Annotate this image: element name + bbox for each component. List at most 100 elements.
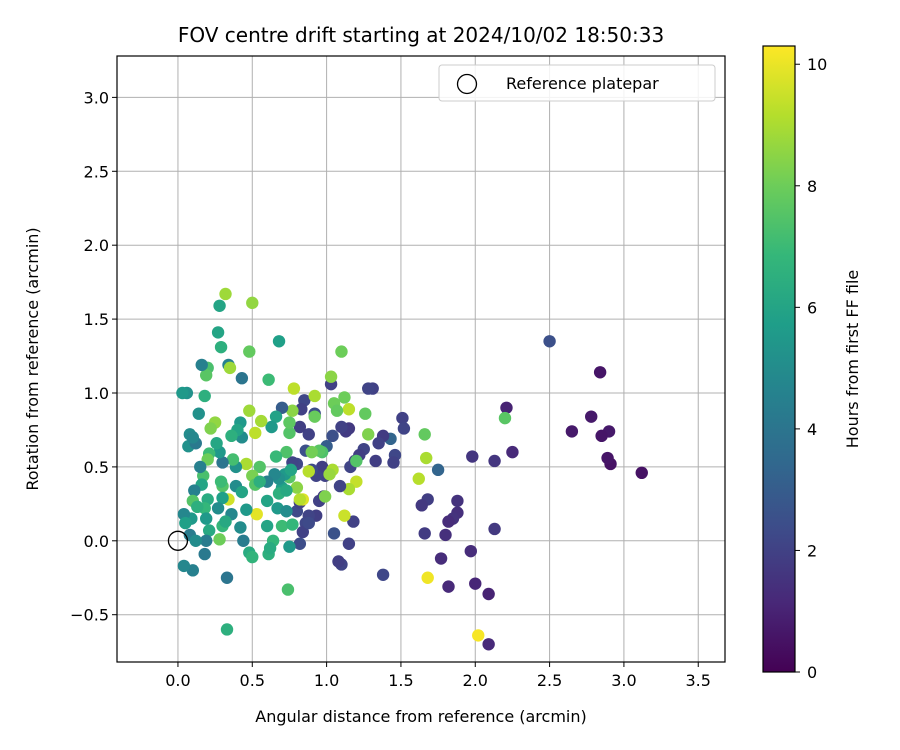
data-point <box>293 537 307 550</box>
data-point <box>397 422 411 435</box>
data-point <box>565 425 579 438</box>
data-point <box>482 587 495 601</box>
data-point <box>220 571 234 584</box>
data-point <box>179 516 192 530</box>
data-point <box>326 429 339 443</box>
data-point <box>275 401 289 414</box>
data-point <box>176 386 189 400</box>
data-point <box>235 372 249 385</box>
data-point <box>189 534 202 547</box>
data-point <box>359 407 372 420</box>
data-point <box>280 505 293 518</box>
y-tick-label: 3.0 <box>84 88 109 107</box>
data-point <box>350 454 363 468</box>
data-point <box>506 445 519 459</box>
data-point <box>243 404 256 417</box>
data-point <box>362 428 375 441</box>
legend-marker <box>456 73 478 95</box>
data-point <box>323 468 336 481</box>
plot-frame <box>116 55 726 663</box>
data-point <box>543 335 556 348</box>
data-point <box>302 428 315 441</box>
reference-marker <box>167 530 189 551</box>
data-point <box>211 326 225 339</box>
data-point <box>415 499 428 512</box>
data-point <box>286 404 299 417</box>
data-point <box>396 411 409 425</box>
data-point <box>194 460 207 474</box>
x-tick-label: 1.0 <box>314 671 339 690</box>
data-point <box>283 416 296 429</box>
data-point <box>290 481 304 494</box>
data-point <box>283 540 296 553</box>
data-point <box>235 485 249 499</box>
data-point <box>269 410 283 423</box>
data-point <box>198 389 211 403</box>
data-point <box>420 451 433 465</box>
data-point <box>214 475 228 488</box>
data-point <box>237 534 250 547</box>
data-point <box>216 491 229 505</box>
data-point <box>347 515 360 528</box>
data-point <box>442 580 455 593</box>
data-point <box>250 507 263 521</box>
data-point <box>338 509 351 522</box>
data-point <box>293 420 307 434</box>
data-point <box>330 404 344 417</box>
data-point <box>280 445 293 459</box>
data-point <box>308 389 321 403</box>
colorbar-label: Hours from first FF file <box>843 270 862 449</box>
data-point <box>451 494 464 508</box>
data-point <box>280 484 293 497</box>
chart-title: FOV centre drift starting at 2024/10/02 … <box>178 23 664 47</box>
data-point <box>262 373 275 386</box>
data-point <box>482 638 495 651</box>
data-point <box>275 519 289 533</box>
data-point <box>342 537 356 550</box>
data-point <box>335 420 348 434</box>
data-point <box>601 451 614 465</box>
data-point <box>387 456 400 469</box>
data-point <box>324 370 338 383</box>
x-tick-label: 1.5 <box>388 671 413 690</box>
data-point <box>253 460 266 474</box>
data-point <box>498 411 512 425</box>
data-point <box>327 527 341 540</box>
x-tick-label: 3.5 <box>686 671 711 690</box>
colorbar-tick-label: 6 <box>807 298 817 317</box>
data-point <box>198 547 211 561</box>
y-axis-ticks: −0.5 0.0 0.5 1.0 1.5 2.0 2.5 3.0 <box>70 88 117 625</box>
data-point <box>263 541 277 555</box>
x-tick-label: 0.5 <box>240 671 265 690</box>
data-point <box>283 426 296 440</box>
data-point <box>213 299 226 312</box>
reference-point <box>167 530 189 551</box>
y-tick-label: −0.5 <box>70 606 109 625</box>
data-point <box>260 494 274 508</box>
data-point <box>202 524 216 537</box>
data-point <box>249 426 262 440</box>
x-axis-label: Angular distance from reference (arcmin) <box>255 707 586 726</box>
x-tick-label: 2.0 <box>463 671 488 690</box>
data-point <box>466 450 479 463</box>
colorbar: 0 2 4 6 8 10 Hours from first FF file <box>762 45 862 682</box>
colorbar-tick-label: 4 <box>807 420 817 439</box>
data-point <box>284 463 298 477</box>
data-point <box>335 345 348 358</box>
data-point <box>269 450 283 463</box>
data-point <box>342 403 356 416</box>
data-point <box>362 382 375 395</box>
data-point <box>216 456 229 469</box>
data-point <box>246 296 259 310</box>
data-point <box>219 515 232 528</box>
data-point <box>240 503 253 516</box>
colorbar-tick-label: 0 <box>807 663 817 682</box>
data-point <box>338 391 351 404</box>
data-point <box>287 382 301 395</box>
colorbar-gradient <box>763 46 795 672</box>
data-point <box>253 475 266 488</box>
data-point <box>234 521 247 534</box>
data-point <box>500 401 513 414</box>
data-point <box>191 500 204 514</box>
